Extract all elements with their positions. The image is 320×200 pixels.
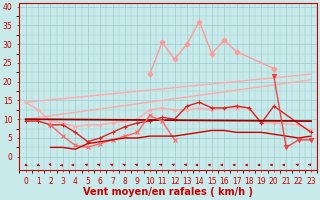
X-axis label: Vent moyen/en rafales ( km/h ): Vent moyen/en rafales ( km/h )	[83, 187, 253, 197]
